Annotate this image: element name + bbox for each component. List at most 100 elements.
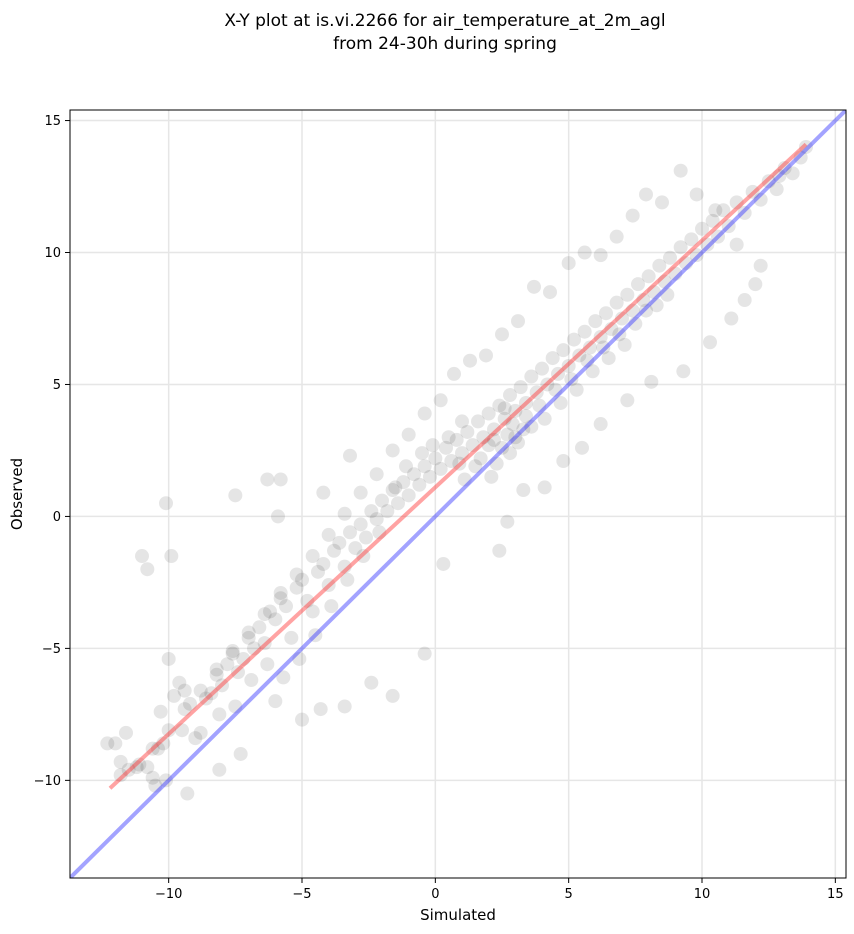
data-point — [225, 644, 240, 659]
data-point — [337, 506, 352, 521]
data-point — [343, 525, 357, 540]
data-point — [524, 369, 539, 384]
data-point — [503, 446, 517, 461]
data-point — [364, 675, 379, 690]
data-point — [484, 469, 499, 484]
data-point — [183, 696, 197, 711]
data-point — [724, 311, 739, 326]
data-point — [145, 770, 160, 785]
data-point — [153, 704, 168, 719]
data-point — [172, 675, 187, 690]
data-point — [772, 168, 787, 183]
data-point — [263, 604, 277, 619]
data-point — [204, 686, 219, 701]
data-point — [188, 731, 203, 746]
data-point — [271, 509, 285, 524]
data-point — [247, 641, 261, 656]
data-point — [348, 541, 363, 556]
chart-title-line-1: X-Y plot at is.vi.2266 for air_temperatu… — [224, 11, 665, 31]
data-point — [761, 174, 776, 189]
data-point — [257, 607, 272, 622]
data-point — [407, 467, 421, 482]
data-point — [700, 237, 715, 252]
data-point — [295, 712, 309, 727]
data-point — [167, 688, 181, 703]
scatter-points — [100, 139, 813, 801]
data-point — [452, 456, 467, 471]
data-point — [532, 398, 547, 413]
data-point — [449, 432, 464, 447]
data-point — [543, 285, 557, 300]
data-point — [476, 430, 491, 445]
x-tick-label: 10 — [694, 887, 711, 902]
data-point — [417, 646, 432, 661]
data-point — [401, 488, 416, 503]
data-point — [159, 496, 173, 511]
data-point — [284, 630, 299, 645]
data-point — [609, 229, 624, 244]
data-point — [391, 496, 405, 511]
data-point — [516, 483, 531, 498]
data-point — [492, 398, 507, 413]
y-tick-label: 0 — [53, 510, 61, 525]
data-point — [300, 593, 315, 608]
data-point — [151, 741, 165, 756]
data-point — [639, 187, 653, 202]
data-point — [535, 361, 549, 376]
data-point — [220, 657, 235, 672]
data-point — [529, 385, 544, 400]
data-point — [359, 530, 373, 545]
data-point — [793, 150, 808, 165]
data-point — [212, 762, 227, 777]
y-axis-label: Observed — [8, 458, 26, 530]
data-point — [505, 417, 520, 432]
data-point — [113, 768, 128, 783]
data-point — [257, 636, 272, 651]
data-point — [295, 572, 309, 587]
data-point — [567, 332, 581, 347]
data-point — [289, 580, 304, 595]
data-point — [668, 266, 683, 281]
data-point — [500, 514, 515, 529]
data-point — [473, 451, 488, 466]
data-point — [679, 256, 693, 271]
data-point — [321, 578, 336, 593]
data-point — [305, 549, 320, 564]
data-point — [593, 417, 608, 432]
data-point — [663, 250, 677, 265]
data-point — [455, 446, 469, 461]
data-point — [401, 427, 416, 442]
data-point — [268, 694, 283, 709]
data-point — [487, 432, 501, 447]
data-point — [593, 248, 608, 263]
data-point — [508, 430, 523, 445]
data-point — [260, 657, 275, 672]
data-point — [209, 662, 224, 677]
data-point — [180, 786, 195, 801]
data-point — [108, 736, 123, 751]
data-point — [145, 741, 160, 756]
data-point — [132, 757, 147, 772]
data-point — [460, 424, 475, 439]
data-point — [655, 195, 669, 210]
data-point — [527, 279, 541, 294]
data-point — [577, 245, 592, 260]
data-point — [537, 411, 552, 426]
data-point — [428, 451, 443, 466]
data-point — [673, 163, 688, 178]
data-point — [276, 670, 291, 685]
data-point — [625, 208, 640, 223]
data-point — [129, 760, 144, 775]
data-point — [140, 562, 155, 577]
data-point — [161, 651, 176, 666]
x-tick-label: −10 — [155, 887, 182, 902]
data-point — [415, 446, 429, 461]
data-point — [612, 327, 627, 342]
data-point — [620, 287, 635, 302]
data-point — [100, 736, 115, 751]
data-point — [468, 459, 483, 474]
data-point — [369, 512, 384, 527]
data-point — [244, 673, 259, 688]
data-point — [572, 348, 587, 363]
data-point — [388, 480, 403, 495]
